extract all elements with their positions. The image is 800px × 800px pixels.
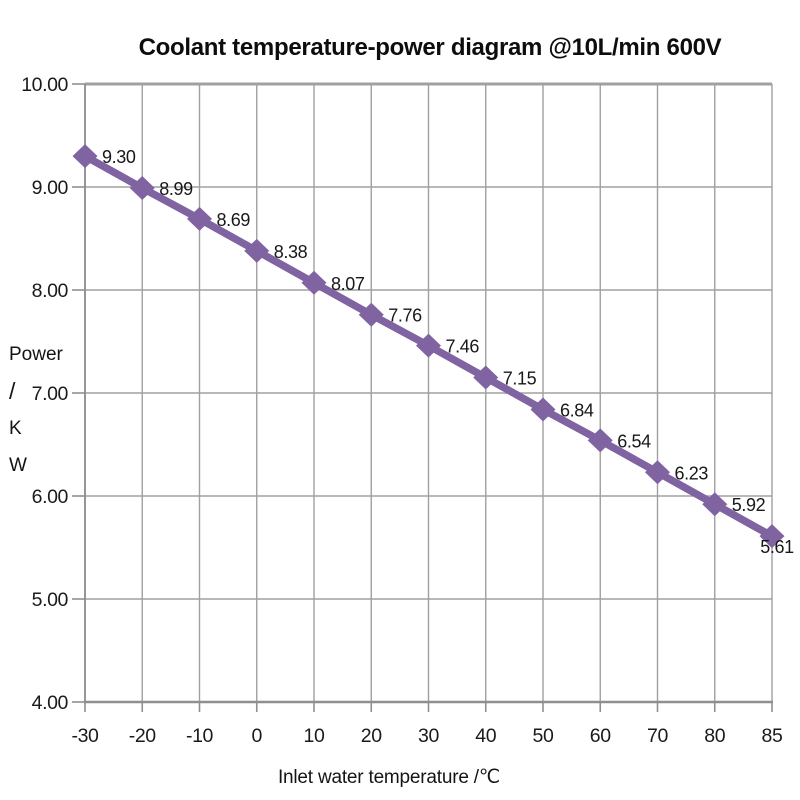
x-tick-label: 10	[304, 725, 325, 747]
y-tick-label: 10.00	[21, 74, 68, 96]
data-point-marker	[72, 144, 98, 169]
data-point-marker	[416, 333, 441, 358]
x-tick-label: 60	[590, 725, 611, 747]
x-tick-label: -10	[186, 725, 214, 747]
data-point-label: 9.30	[102, 147, 136, 167]
data-point-marker	[587, 428, 613, 453]
x-tick-label: 30	[418, 725, 439, 747]
data-point-marker	[759, 524, 785, 549]
x-tick-label: 70	[647, 725, 668, 747]
data-point-label: 8.07	[331, 274, 365, 294]
data-point-label: 5.61	[760, 537, 794, 557]
y-tick-label: 6.00	[32, 486, 69, 508]
data-point-marker	[301, 270, 327, 295]
y-axis-title-line: /	[9, 378, 16, 404]
x-tick-label: 80	[704, 725, 725, 747]
data-point-marker	[530, 397, 556, 422]
data-point-label: 7.15	[503, 369, 537, 389]
data-point-label: 6.84	[560, 400, 594, 420]
data-point-label: 8.38	[274, 242, 308, 262]
y-tick-label: 5.00	[32, 589, 69, 611]
x-tick-label: -20	[129, 725, 157, 747]
x-tick-label: -30	[72, 725, 100, 747]
y-tick-label: 8.00	[32, 280, 69, 302]
data-point-label: 5.92	[732, 495, 766, 515]
chart-title: Coolant temperature-power diagram @10L/m…	[138, 34, 722, 61]
y-tick-label: 4.00	[32, 692, 69, 714]
x-axis-title: Inlet water temperature /℃	[277, 767, 501, 788]
x-tick-label: 50	[533, 725, 554, 747]
data-point-label: 6.23	[675, 463, 709, 483]
y-tick-label: 9.00	[32, 177, 69, 199]
y-axis-title-line: Power	[9, 344, 63, 365]
data-point-label: 7.76	[388, 306, 422, 326]
data-point-label: 6.54	[617, 431, 651, 451]
y-axis-title: Power / K W	[9, 336, 79, 484]
data-point-marker	[129, 176, 155, 201]
y-axis-title-line: K	[9, 418, 22, 439]
y-tick-label: 7.00	[32, 383, 69, 405]
data-point-label: 8.69	[217, 210, 251, 230]
data-point-marker	[187, 206, 212, 231]
data-point-marker	[702, 492, 728, 517]
x-tick-label: 40	[475, 725, 496, 747]
data-point-marker	[473, 365, 499, 390]
x-tick-label: 20	[361, 725, 382, 747]
data-point-label: 8.99	[159, 179, 193, 199]
y-axis-title-line: W	[9, 455, 27, 476]
data-point-label: 7.46	[446, 337, 480, 357]
data-point-marker	[645, 460, 670, 485]
x-tick-label: 0	[252, 725, 263, 747]
data-point-marker	[358, 302, 384, 327]
data-point-marker	[244, 238, 270, 263]
x-tick-label: 85	[762, 725, 783, 747]
